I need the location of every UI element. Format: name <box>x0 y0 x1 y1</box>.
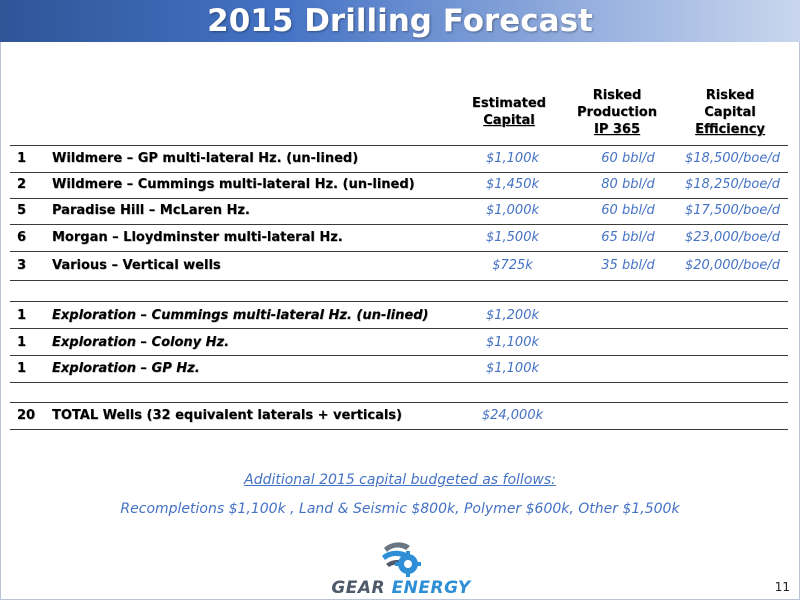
header-production-line3: IP 365 <box>593 122 641 137</box>
row-capital: $1,100k <box>485 151 539 166</box>
row-capital: $1,200k <box>485 308 539 323</box>
table-rule <box>10 145 788 146</box>
total-row: 20 TOTAL Wells (32 equivalent laterals +… <box>10 404 788 428</box>
header-risked-capital-efficiency: Risked Capital Efficiency <box>675 87 785 138</box>
table-row: 1 Wildmere – GP multi-lateral Hz. (un-li… <box>10 147 788 171</box>
table-rule <box>10 328 788 329</box>
row-description: Wildmere – GP multi-lateral Hz. (un-line… <box>52 151 359 166</box>
row-count: 3 <box>17 258 27 273</box>
row-description: Exploration – Cummings multi-lateral Hz.… <box>52 308 429 323</box>
row-capital: $1,450k <box>485 177 539 192</box>
header-risked-production: Risked Production IP 365 <box>572 87 662 138</box>
row-description: Exploration – Colony Hz. <box>52 335 230 350</box>
row-count: 5 <box>17 203 27 218</box>
row-description: Wildmere – Cummings multi-lateral Hz. (u… <box>52 177 415 192</box>
slide-title: 2015 Drilling Forecast <box>207 3 593 39</box>
company-logo-text: GEAR ENERGY <box>320 578 482 598</box>
header-efficiency-line2: Capital <box>704 105 756 120</box>
table-rule <box>10 355 788 356</box>
table-row: 3 Various – Vertical wells $725k 35 bbl/… <box>10 254 788 278</box>
row-capital: $1,100k <box>485 335 539 350</box>
table-rule <box>10 172 788 173</box>
exploration-row: 1 Exploration – Colony Hz. $1,100k <box>10 331 788 355</box>
row-production: 60 bbl/d <box>601 203 655 218</box>
page-number: 11 <box>774 580 790 594</box>
additional-capital-details: Recompletions $1,100k , Land & Seismic $… <box>120 501 680 517</box>
table-rule <box>10 198 788 199</box>
header-efficiency-line3: Efficiency <box>695 122 765 137</box>
gear-logo-icon <box>382 542 421 577</box>
row-description: Exploration – GP Hz. <box>52 361 200 376</box>
exploration-row: 1 Exploration – GP Hz. $1,100k <box>10 357 788 381</box>
row-description: Morgan – Lloydminster multi-lateral Hz. <box>52 230 343 245</box>
row-capital: $1,000k <box>485 203 539 218</box>
logo-word-energy: ENERGY <box>391 578 471 598</box>
row-count: 1 <box>17 308 27 323</box>
header-estimated-capital: Estimated Capital <box>469 95 549 129</box>
title-bar <box>0 0 800 42</box>
row-efficiency: $23,000/boe/d <box>685 230 780 245</box>
table-rule <box>10 251 788 252</box>
table-rule <box>10 280 788 281</box>
header-production-line1: Risked <box>592 88 642 103</box>
header-efficiency-line1: Risked <box>705 88 755 103</box>
row-description: Various – Vertical wells <box>52 258 221 273</box>
table-row: 2 Wildmere – Cummings multi-lateral Hz. … <box>10 173 788 197</box>
total-capital: $24,000k <box>481 408 544 423</box>
row-count: 1 <box>17 151 27 166</box>
table-rule <box>10 382 788 383</box>
table-rule <box>10 301 788 302</box>
total-description: TOTAL Wells (32 equivalent laterals + ve… <box>52 408 402 423</box>
exploration-row: 1 Exploration – Cummings multi-lateral H… <box>10 304 788 328</box>
row-capital: $1,100k <box>485 361 539 376</box>
table-row: 5 Paradise Hill – McLaren Hz. $1,000k 60… <box>10 199 788 223</box>
row-count: 1 <box>17 361 27 376</box>
table-row: 6 Morgan – Lloydminster multi-lateral Hz… <box>10 226 788 250</box>
header-production-line2: Production <box>577 105 657 120</box>
header-capital-line1: Estimated <box>472 96 546 111</box>
row-capital: $1,500k <box>485 230 539 245</box>
logo-word-gear: GEAR <box>331 578 386 598</box>
row-production: 60 bbl/d <box>601 151 655 166</box>
row-count: 1 <box>17 335 27 350</box>
row-production: 35 bbl/d <box>601 258 655 273</box>
row-production: 65 bbl/d <box>601 230 655 245</box>
row-efficiency: $18,500/boe/d <box>685 151 780 166</box>
total-count: 20 <box>17 408 36 423</box>
row-production: 80 bbl/d <box>601 177 655 192</box>
header-capital-line2: Capital <box>483 113 535 128</box>
row-capital: $725k <box>492 258 533 273</box>
row-description: Paradise Hill – McLaren Hz. <box>52 203 250 218</box>
table-rule <box>10 402 788 403</box>
additional-capital-heading: Additional 2015 capital budgeted as foll… <box>244 472 556 488</box>
table-rule <box>10 429 788 430</box>
table-rule <box>10 224 788 225</box>
row-efficiency: $20,000/boe/d <box>685 258 780 273</box>
row-count: 2 <box>17 177 27 192</box>
row-efficiency: $17,500/boe/d <box>685 203 780 218</box>
row-efficiency: $18,250/boe/d <box>685 177 780 192</box>
row-count: 6 <box>17 230 27 245</box>
